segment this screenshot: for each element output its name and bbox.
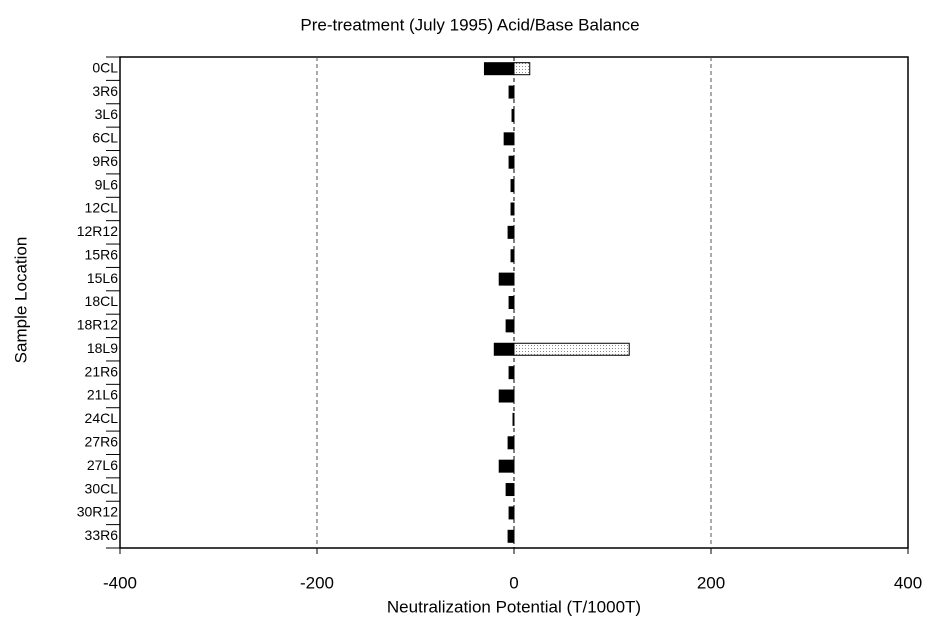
y-tick-label: 12R12 — [77, 223, 118, 239]
bar — [503, 132, 515, 146]
bar — [498, 389, 515, 403]
y-tick-label: 18L9 — [87, 340, 118, 356]
bar — [512, 412, 515, 426]
y-tick-label: 6CL — [92, 130, 118, 146]
y-tick-label: 15R6 — [85, 246, 119, 262]
bar — [513, 62, 531, 76]
y-tick-label: 3L6 — [95, 106, 119, 122]
x-tick-label: 0 — [509, 573, 518, 592]
x-axis-label: Neutralization Potential (T/1000T) — [387, 597, 641, 616]
bar — [508, 155, 515, 169]
chart-title: Pre-treatment (July 1995) Acid/Base Bala… — [300, 15, 639, 34]
x-tick-label: -200 — [300, 573, 334, 592]
bar — [507, 436, 515, 450]
y-tick-label: 27R6 — [85, 433, 119, 449]
bar — [505, 319, 515, 333]
y-tick-label: 33R6 — [85, 527, 119, 543]
y-tick-label: 9R6 — [92, 153, 118, 169]
bar — [510, 202, 515, 216]
y-tick-label: 9L6 — [95, 176, 119, 192]
bar — [507, 225, 515, 239]
y-tick-label: 18CL — [85, 293, 119, 309]
bar — [498, 459, 515, 473]
bar — [508, 366, 515, 380]
bar — [508, 296, 515, 309]
bar — [508, 506, 515, 520]
bar — [498, 272, 515, 286]
y-tick-label: 30R12 — [77, 504, 118, 520]
x-tick-label: -400 — [103, 573, 137, 592]
x-tick-label: 200 — [697, 573, 725, 592]
bar — [505, 483, 515, 497]
y-tick-label: 15L6 — [87, 270, 118, 286]
y-tick-label: 30CL — [85, 480, 119, 496]
x-tick-label: 400 — [894, 573, 922, 592]
y-tick-label: 3R6 — [92, 83, 118, 99]
y-tick-label: 21R6 — [85, 363, 119, 379]
y-tick-label: 24CL — [85, 410, 119, 426]
y-tick-label: 12CL — [85, 200, 119, 216]
y-tick-label: 21L6 — [87, 387, 118, 403]
bar — [507, 529, 515, 543]
y-tick-label: 0CL — [92, 59, 118, 75]
bar — [483, 62, 515, 76]
bar — [513, 342, 630, 356]
bar — [493, 342, 515, 356]
y-tick-label: 18R12 — [77, 317, 118, 333]
y-axis-label: Sample Location — [11, 237, 30, 364]
y-tick-label: 27L6 — [87, 457, 118, 473]
bar — [508, 85, 515, 99]
